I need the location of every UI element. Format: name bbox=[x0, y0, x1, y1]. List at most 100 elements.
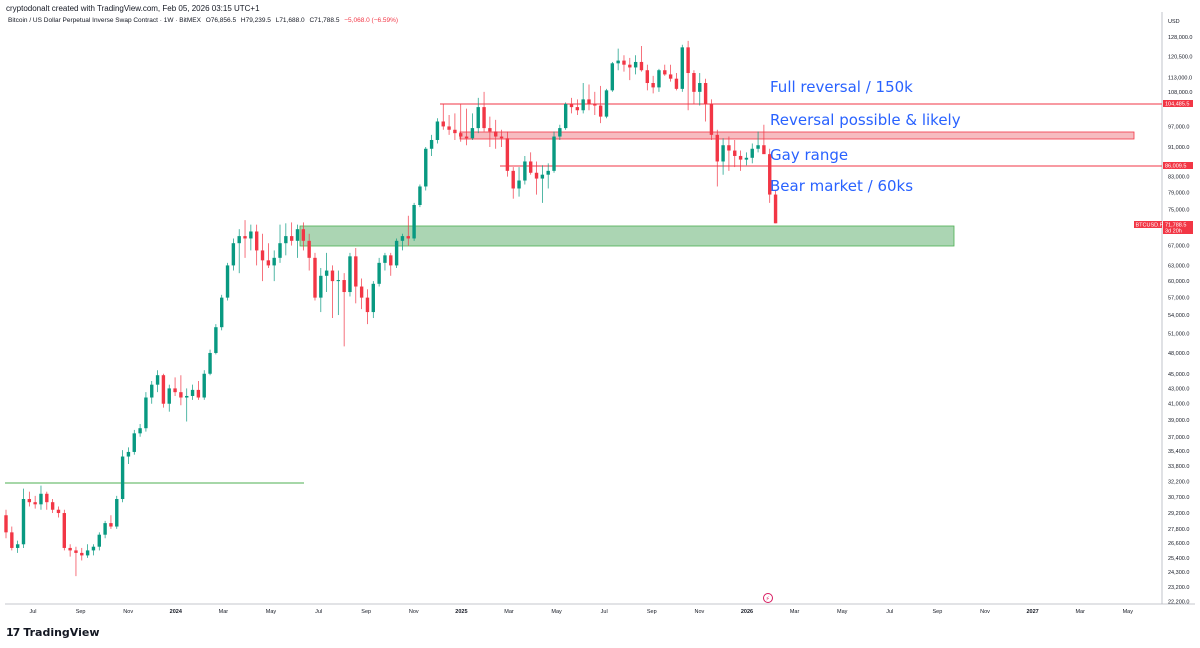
annotation-gay-range[interactable]: Gay range bbox=[770, 146, 848, 164]
candle-body[interactable] bbox=[400, 236, 405, 241]
candle-body[interactable] bbox=[546, 170, 550, 175]
candle-body[interactable] bbox=[733, 150, 737, 156]
candle-body[interactable] bbox=[424, 148, 428, 187]
candle-body[interactable] bbox=[243, 236, 247, 239]
candle-body[interactable] bbox=[173, 388, 177, 393]
candle-body[interactable] bbox=[249, 231, 253, 239]
candle-body[interactable] bbox=[610, 63, 615, 91]
candle-body[interactable] bbox=[412, 204, 416, 239]
candle-body[interactable] bbox=[464, 136, 469, 139]
candle-body[interactable] bbox=[109, 523, 113, 527]
candle-body[interactable] bbox=[62, 513, 66, 548]
candle-body[interactable] bbox=[324, 270, 329, 276]
candle-body[interactable] bbox=[756, 145, 760, 149]
candle-body[interactable] bbox=[505, 138, 510, 171]
candle-body[interactable] bbox=[179, 392, 183, 398]
candle-body[interactable] bbox=[50, 502, 55, 510]
candle-body[interactable] bbox=[383, 255, 387, 263]
candle-body[interactable] bbox=[254, 231, 259, 251]
candle-body[interactable] bbox=[80, 552, 84, 556]
time-axis[interactable]: Jul Sep Nov 2024 Mar May Jul Sep Nov 2025 Mar May Ju… bbox=[29, 609, 1133, 615]
candle-body[interactable] bbox=[750, 148, 754, 158]
candle-body[interactable] bbox=[150, 384, 154, 398]
candle-body[interactable] bbox=[336, 280, 341, 282]
candle-body[interactable] bbox=[348, 256, 352, 293]
candle-body[interactable] bbox=[161, 375, 166, 404]
candle-body[interactable] bbox=[45, 493, 49, 503]
candle-body[interactable] bbox=[394, 240, 399, 266]
candle-body[interactable] bbox=[499, 136, 504, 139]
candle-body[interactable] bbox=[220, 297, 224, 328]
candle-body[interactable] bbox=[284, 236, 288, 244]
candle-body[interactable] bbox=[103, 523, 107, 535]
event-icon[interactable]: ⚡ bbox=[763, 593, 773, 603]
candle-body[interactable] bbox=[476, 107, 480, 129]
candle-body[interactable] bbox=[692, 73, 696, 92]
annotation-full-reversal[interactable]: Full reversal / 150k bbox=[770, 78, 913, 96]
candle-body[interactable] bbox=[727, 145, 731, 151]
candle-body[interactable] bbox=[144, 397, 148, 429]
candle-body[interactable] bbox=[359, 286, 364, 298]
candle-body[interactable] bbox=[167, 388, 171, 404]
candle-body[interactable] bbox=[33, 502, 37, 505]
candle-body[interactable] bbox=[429, 139, 434, 149]
candle-body[interactable] bbox=[295, 229, 300, 241]
candle-body[interactable] bbox=[266, 260, 271, 266]
candle-body[interactable] bbox=[185, 395, 189, 398]
candle-body[interactable] bbox=[435, 121, 440, 140]
annotation-bear-market[interactable]: Bear market / 60ks bbox=[770, 177, 913, 195]
candle-body[interactable] bbox=[272, 257, 276, 266]
candle-body[interactable] bbox=[120, 456, 125, 500]
candle-body[interactable] bbox=[459, 133, 463, 137]
candle-body[interactable] bbox=[231, 243, 236, 266]
price-axis[interactable]: 128,000.0 120,500.0 113,000.0 108,000.0 97,0… bbox=[1168, 35, 1192, 605]
candle-body[interactable] bbox=[56, 509, 61, 514]
candle-body[interactable] bbox=[744, 157, 749, 160]
candle-body[interactable] bbox=[686, 47, 690, 74]
candle-body[interactable] bbox=[132, 433, 136, 452]
candle-body[interactable] bbox=[639, 61, 644, 71]
candle-body[interactable] bbox=[674, 78, 679, 89]
candle-body[interactable] bbox=[663, 70, 667, 75]
candle-body[interactable] bbox=[225, 265, 230, 298]
support-zone[interactable] bbox=[299, 225, 955, 247]
candle-body[interactable] bbox=[15, 544, 20, 548]
candle-body[interactable] bbox=[604, 90, 609, 117]
candle-body[interactable] bbox=[4, 515, 8, 533]
candle-body[interactable] bbox=[196, 389, 201, 398]
candle-body[interactable] bbox=[354, 256, 358, 287]
candle-body[interactable] bbox=[768, 154, 772, 195]
candle-body[interactable] bbox=[773, 194, 778, 224]
candle-body[interactable] bbox=[202, 373, 206, 398]
candle-body[interactable] bbox=[762, 145, 766, 155]
candle-body[interactable] bbox=[494, 131, 498, 137]
candle-body[interactable] bbox=[569, 103, 574, 108]
candle-body[interactable] bbox=[540, 174, 545, 179]
candle-body[interactable] bbox=[593, 103, 597, 106]
candle-body[interactable] bbox=[453, 129, 457, 134]
candle-body[interactable] bbox=[470, 128, 475, 139]
candle-body[interactable] bbox=[529, 161, 533, 173]
candle-body[interactable] bbox=[10, 532, 14, 548]
candle-body[interactable] bbox=[534, 172, 539, 179]
candle-body[interactable] bbox=[622, 60, 626, 65]
candle-body[interactable] bbox=[581, 99, 585, 111]
candle-body[interactable] bbox=[587, 99, 591, 104]
candle-body[interactable] bbox=[68, 547, 72, 551]
candle-body[interactable] bbox=[377, 262, 381, 284]
candle-body[interactable] bbox=[482, 107, 486, 129]
candle-body[interactable] bbox=[680, 47, 684, 89]
candle-body[interactable] bbox=[418, 186, 422, 205]
candle-body[interactable] bbox=[91, 546, 96, 551]
candle-body[interactable] bbox=[27, 499, 32, 503]
symbol-name[interactable]: Bitcoin / US Dollar Perpetual Inverse Sw… bbox=[8, 17, 201, 24]
candle-body[interactable] bbox=[330, 270, 335, 282]
candle-body[interactable] bbox=[523, 161, 527, 181]
candle-body[interactable] bbox=[155, 375, 160, 385]
candle-body[interactable] bbox=[97, 534, 101, 547]
candle-body[interactable] bbox=[645, 70, 649, 84]
candle-body[interactable] bbox=[558, 128, 562, 137]
candle-body[interactable] bbox=[389, 255, 393, 266]
candle-body[interactable] bbox=[260, 250, 265, 261]
